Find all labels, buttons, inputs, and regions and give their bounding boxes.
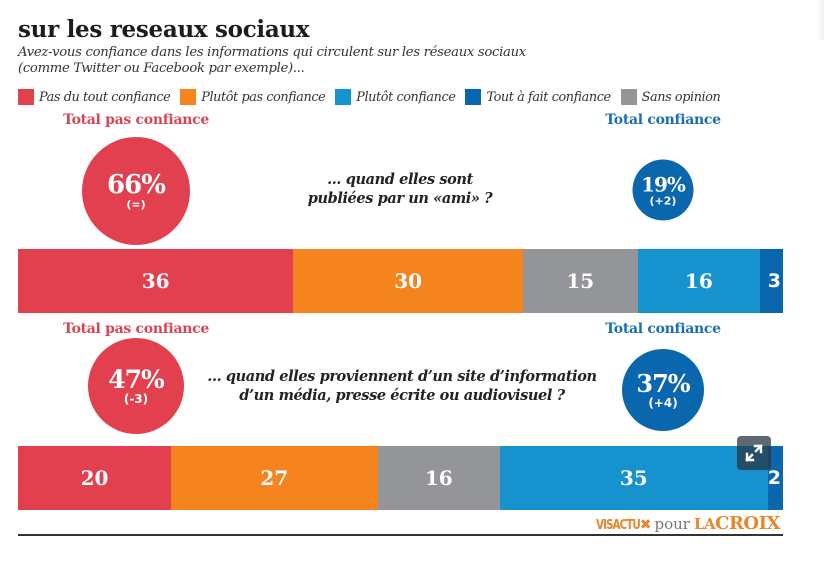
total-neg-label-row-1: Total pas confiance bbox=[63, 112, 209, 128]
bar-segment-label: 3 bbox=[767, 270, 781, 292]
bar-segment-plutot-confiance: 16 bbox=[637, 249, 761, 313]
question-line-2: publiées par un «ami» ? bbox=[307, 190, 493, 207]
total-pos-value: 19% bbox=[641, 172, 686, 196]
credit-pour: pour bbox=[654, 515, 690, 533]
question-line-1: ... quand elles sont bbox=[327, 171, 473, 188]
total-pos-circle-row-2: 37% (+4) bbox=[622, 349, 704, 431]
legend-label: Sans opinion bbox=[641, 89, 721, 105]
question-line-1: ... quand elles proviennent d’un site d’… bbox=[207, 368, 597, 385]
total-neg-value: 47% bbox=[108, 365, 165, 394]
expand-button[interactable] bbox=[737, 436, 771, 470]
total-neg-label-row-2: Total pas confiance bbox=[63, 321, 209, 337]
legend-item: Plutôt confiance bbox=[335, 89, 456, 105]
bar-segment-tout-a-fait-confiance: 2 bbox=[767, 446, 783, 510]
legend-label: Plutôt confiance bbox=[356, 89, 456, 105]
expand-arrows-icon bbox=[745, 444, 763, 462]
bar-segment-label: 20 bbox=[80, 466, 109, 490]
total-pos-label-row-2: Total confiance bbox=[605, 321, 721, 337]
chart-title: sur les reseaux sociaux bbox=[18, 16, 310, 43]
total-neg-circle-row-1: 66% (=) bbox=[82, 137, 190, 245]
lacroix-la: LA bbox=[693, 515, 716, 533]
legend-swatch bbox=[465, 89, 482, 105]
bar-segment-label: 36 bbox=[141, 269, 170, 293]
bar-segment-plutot-pas-confiance: 27 bbox=[171, 446, 378, 510]
total-pos-circle-row-1: 19% (+2) bbox=[632, 159, 694, 221]
total-pos-value: 37% bbox=[636, 368, 690, 398]
bottom-rule bbox=[18, 534, 783, 536]
stacked-bar-row-1: 36 30 15 16 3 bbox=[18, 249, 783, 313]
legend: Pas du tout confiance Plutôt pas confianc… bbox=[18, 88, 730, 106]
legend-label: Tout à fait confiance bbox=[486, 89, 611, 105]
legend-item: Plutôt pas confiance bbox=[180, 89, 326, 105]
bar-segment-plutot-confiance: 35 bbox=[499, 446, 768, 510]
bar-segment-label: 15 bbox=[566, 269, 595, 293]
stacked-bar-row-2: 20 27 16 35 2 bbox=[18, 446, 783, 510]
bar-segment-pas-du-tout-confiance: 20 bbox=[18, 446, 171, 510]
subtitle-line-1: Avez-vous confiance dans les information… bbox=[18, 45, 526, 60]
bar-segment-label: 35 bbox=[619, 466, 648, 490]
bar-segment-tout-a-fait-confiance: 3 bbox=[760, 249, 783, 313]
bar-segment-plutot-pas-confiance: 30 bbox=[293, 249, 523, 313]
lacroix-croix: CROIX bbox=[715, 513, 780, 534]
legend-label: Pas du tout confiance bbox=[39, 89, 171, 105]
total-neg-delta: (=) bbox=[126, 198, 146, 211]
legend-item: Pas du tout confiance bbox=[18, 89, 171, 105]
total-neg-value: 66% bbox=[107, 170, 166, 200]
legend-label: Plutôt pas confiance bbox=[201, 89, 326, 105]
bar-segment-pas-du-tout-confiance: 36 bbox=[18, 249, 294, 313]
total-pos-delta: (+4) bbox=[648, 395, 678, 410]
bar-segment-sans-opinion: 15 bbox=[522, 249, 638, 313]
total-neg-delta: (-3) bbox=[123, 392, 149, 406]
subtitle-line-2: (comme Twitter ou Facebook par exemple).… bbox=[18, 61, 305, 76]
question-row-1: ... quand elles sont publiées par un «am… bbox=[308, 170, 493, 208]
legend-item: Tout à fait confiance bbox=[465, 89, 611, 105]
visactu-mark-icon: ✖ bbox=[639, 517, 652, 533]
question-row-2: ... quand elles proviennent d’un site d’… bbox=[207, 367, 597, 405]
legend-swatch bbox=[335, 89, 352, 105]
legend-swatch bbox=[18, 89, 34, 105]
bar-segment-label: 16 bbox=[684, 269, 713, 293]
chart-subtitle: Avez-vous confiance dans les information… bbox=[18, 45, 618, 77]
question-line-2: d’un média, presse écrite ou audiovisuel… bbox=[239, 387, 565, 404]
total-pos-label-row-1: Total confiance bbox=[605, 112, 721, 128]
legend-item: Sans opinion bbox=[620, 89, 721, 105]
bar-segment-label: 30 bbox=[394, 269, 423, 293]
total-neg-circle-row-2: 47% (-3) bbox=[88, 338, 184, 434]
lacroix-logo: LACROIX bbox=[693, 513, 781, 534]
legend-swatch bbox=[620, 89, 637, 105]
bar-segment-label: 2 bbox=[767, 467, 781, 489]
total-pos-delta: (+2) bbox=[649, 194, 677, 207]
bar-segment-label: 27 bbox=[260, 466, 289, 490]
bar-segment-label: 16 bbox=[424, 466, 453, 490]
source-credit: VISACTU ✖ pour LACROIX bbox=[585, 513, 781, 534]
legend-swatch bbox=[180, 89, 197, 105]
visactu-logo: VISACTU bbox=[595, 518, 641, 533]
edge-shadow bbox=[816, 0, 824, 40]
bar-segment-sans-opinion: 16 bbox=[377, 446, 500, 510]
